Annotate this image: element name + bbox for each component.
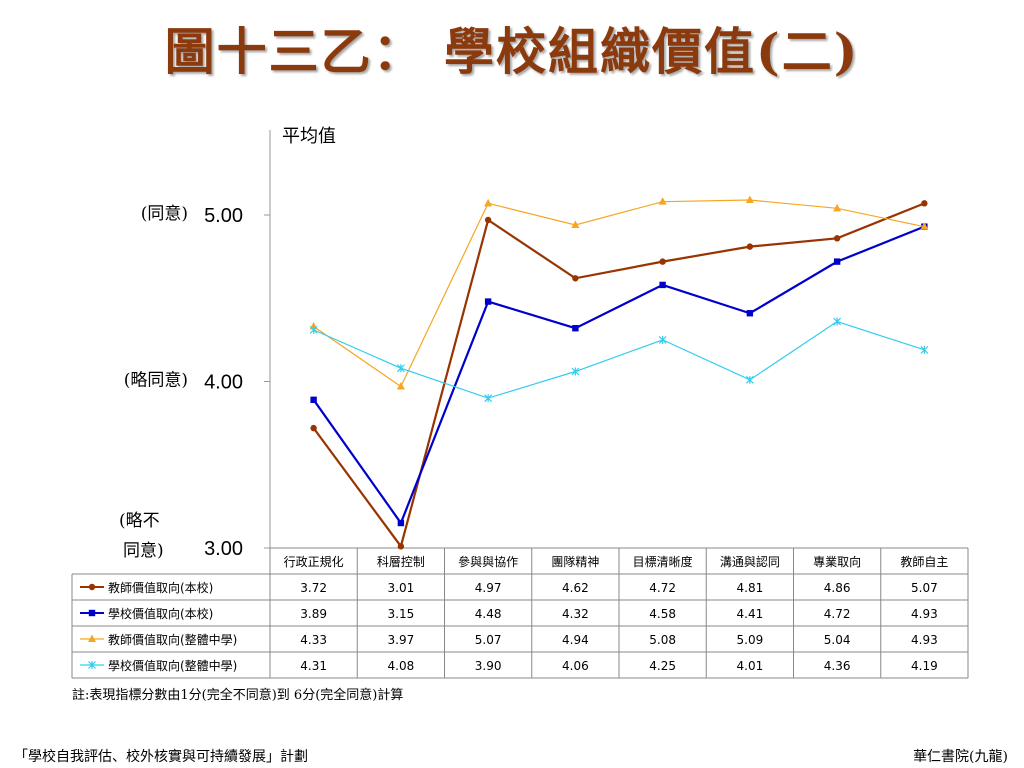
series-line	[313, 199, 925, 388]
data-point	[658, 335, 667, 344]
data-point	[310, 396, 317, 404]
data-point	[484, 216, 492, 224]
legend-label: 學校價值取向(本校)	[108, 606, 213, 621]
footer-project-name: 「學校自我評估、校外核實與可持續發展」計劃	[14, 749, 308, 765]
legend-marker	[88, 661, 96, 669]
data-point	[833, 203, 842, 212]
table-value-cell: 4.06	[562, 659, 589, 673]
data-point	[833, 235, 841, 242]
table-value-cell: 4.19	[911, 659, 938, 673]
y-tick-label: 4.00	[204, 372, 243, 394]
x-category-label: 行政正規化	[284, 554, 344, 569]
data-point	[310, 424, 317, 432]
y-tick-description: (同意)	[141, 204, 188, 224]
data-point	[397, 519, 405, 527]
y-tick-label: 3.00	[204, 538, 243, 560]
data-point	[921, 200, 928, 207]
data-point	[571, 220, 580, 228]
table-value-cell: 3.01	[388, 581, 415, 595]
data-point	[659, 258, 666, 265]
data-point	[658, 197, 667, 205]
data-point	[745, 375, 754, 384]
data-point	[920, 222, 929, 230]
data-point	[484, 198, 493, 207]
x-category-label: 溝通與認同	[720, 554, 780, 569]
legend-label: 學校價值取向(整體中學)	[108, 658, 237, 673]
data-point	[572, 325, 579, 332]
x-category-label: 參與與協作	[458, 554, 518, 569]
table-value-cell: 4.41	[737, 607, 764, 621]
x-category-label: 專業取向	[813, 554, 861, 569]
table-value-cell: 4.62	[562, 581, 589, 595]
page-title: 圖十三乙： 學校組織價值(二)	[164, 22, 860, 81]
series-line	[312, 202, 925, 549]
y-axis-label: 平均值	[282, 126, 336, 147]
legend-marker	[88, 583, 96, 591]
table-value-cell: 4.31	[300, 659, 327, 673]
table-value-cell: 5.07	[911, 581, 938, 595]
table-value-cell: 4.33	[300, 633, 327, 647]
table-value-cell: 4.32	[562, 607, 589, 621]
table-value-cell: 4.72	[824, 607, 851, 621]
table-value-cell: 3.89	[300, 607, 327, 621]
table-value-cell: 4.93	[911, 633, 938, 647]
x-category-label: 科層控制	[377, 555, 425, 569]
table-value-cell: 4.25	[649, 659, 676, 673]
data-point	[572, 275, 579, 282]
data-point	[659, 281, 666, 289]
legend-marker	[88, 634, 96, 642]
table-value-cell: 5.09	[737, 633, 764, 647]
data-point	[833, 317, 842, 326]
data-point	[745, 195, 754, 204]
y-tick-description: 同意)	[123, 541, 164, 561]
table-value-cell: 3.15	[388, 607, 415, 621]
data-point	[746, 310, 754, 317]
table-value-cell: 5.07	[475, 633, 502, 647]
footer-school-name: 華仁書院(九龍)	[913, 749, 1008, 765]
series-line	[313, 320, 925, 399]
table-value-cell: 3.97	[388, 633, 415, 647]
y-tick-description: (略不	[119, 511, 160, 531]
x-category-label: 教師自主	[900, 554, 948, 569]
data-point	[746, 243, 754, 250]
x-category-label: 團隊精神	[551, 554, 599, 569]
y-tick-description: (略同意)	[124, 371, 188, 391]
series-line	[312, 225, 925, 526]
table-value-cell: 4.58	[649, 607, 676, 621]
data-point	[397, 543, 405, 550]
legend-marker	[88, 609, 96, 617]
table-value-cell: 4.48	[475, 607, 502, 621]
table-value-cell: 4.86	[824, 581, 851, 595]
data-point	[484, 394, 493, 403]
footnote: 註:表現指標分數由1分(完全不同意)到 6分(完全同意)計算	[72, 688, 404, 703]
table-value-cell: 4.81	[737, 581, 764, 595]
data-point	[309, 325, 318, 334]
legend-label: 教師價值取向(本校)	[108, 580, 213, 595]
table-value-cell: 4.94	[562, 633, 589, 647]
data-point	[833, 258, 841, 265]
table-value-cell: 5.04	[824, 633, 851, 647]
table-value-cell: 3.72	[300, 581, 327, 595]
x-category-label: 目標清晰度	[633, 554, 693, 569]
data-point	[396, 381, 405, 390]
table-value-cell: 4.08	[388, 659, 415, 673]
table-value-cell: 4.01	[737, 659, 764, 673]
table-value-cell: 4.97	[475, 581, 502, 595]
table-value-cell: 4.93	[911, 607, 938, 621]
table-value-cell: 5.08	[649, 633, 676, 647]
data-point	[571, 367, 580, 376]
table-value-cell: 4.72	[649, 581, 676, 595]
legend-label: 教師價值取向(整體中學)	[108, 632, 237, 647]
data-point	[920, 345, 929, 354]
data-point	[484, 298, 492, 305]
data-point	[396, 364, 405, 373]
y-tick-label: 5.00	[204, 205, 243, 227]
table-value-cell: 4.36	[824, 659, 851, 673]
table-value-cell: 3.90	[475, 659, 502, 673]
